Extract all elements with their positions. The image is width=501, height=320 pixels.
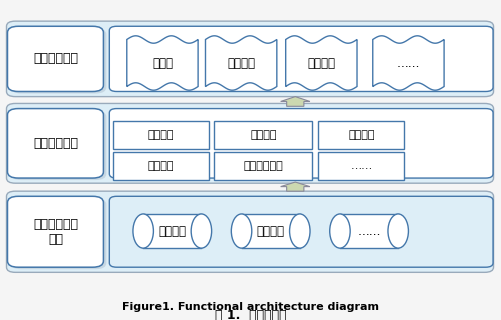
FancyBboxPatch shape [7,103,492,183]
FancyBboxPatch shape [11,198,106,269]
Bar [113,121,209,149]
Text: 地理空间信息
数据: 地理空间信息 数据 [33,218,78,246]
Text: 地图范围: 地图范围 [148,161,174,172]
Ellipse shape [387,214,408,248]
Text: 新闻标题: 新闻标题 [148,130,174,140]
Text: 新闻信息数据: 新闻信息数据 [33,137,78,150]
Text: ……: …… [357,225,380,237]
Bar [214,152,312,180]
Text: 信息查询: 信息查询 [227,57,255,69]
Text: 可视化: 可视化 [152,57,173,69]
FancyBboxPatch shape [109,108,492,178]
Text: 矢量数据: 矢量数据 [158,225,186,237]
Polygon shape [280,182,309,191]
Text: 图 1.  功能架构图: 图 1. 功能架构图 [215,309,286,320]
FancyBboxPatch shape [109,196,492,267]
FancyBboxPatch shape [11,28,106,93]
Bar [143,214,201,248]
FancyBboxPatch shape [8,196,103,267]
Polygon shape [285,36,356,90]
Bar [113,152,209,180]
Text: 具体描述: 具体描述 [348,130,374,140]
Text: 点状标记信息: 点状标记信息 [243,161,283,172]
Polygon shape [372,36,443,90]
Polygon shape [280,97,309,106]
Bar [241,214,299,248]
Ellipse shape [231,214,252,248]
Text: 影像数据: 影像数据 [256,225,284,237]
Text: 新闻地图功能: 新闻地图功能 [33,52,78,65]
FancyBboxPatch shape [8,108,103,178]
Text: 统计分析: 统计分析 [307,57,335,69]
Bar [339,214,397,248]
Polygon shape [205,36,276,90]
FancyBboxPatch shape [11,111,106,180]
Ellipse shape [289,214,310,248]
Bar [318,121,404,149]
FancyBboxPatch shape [8,26,103,92]
FancyBboxPatch shape [7,191,492,272]
Bar [318,152,404,180]
Text: ……: …… [350,161,372,172]
Text: 发生时间: 发生时间 [249,130,276,140]
Bar [214,121,312,149]
FancyBboxPatch shape [109,26,492,92]
Polygon shape [127,36,198,90]
Text: Figure1. Functional architecture diagram: Figure1. Functional architecture diagram [122,302,379,312]
Ellipse shape [191,214,211,248]
FancyBboxPatch shape [7,21,492,97]
Text: ……: …… [396,57,419,69]
Ellipse shape [133,214,153,248]
Ellipse shape [329,214,350,248]
